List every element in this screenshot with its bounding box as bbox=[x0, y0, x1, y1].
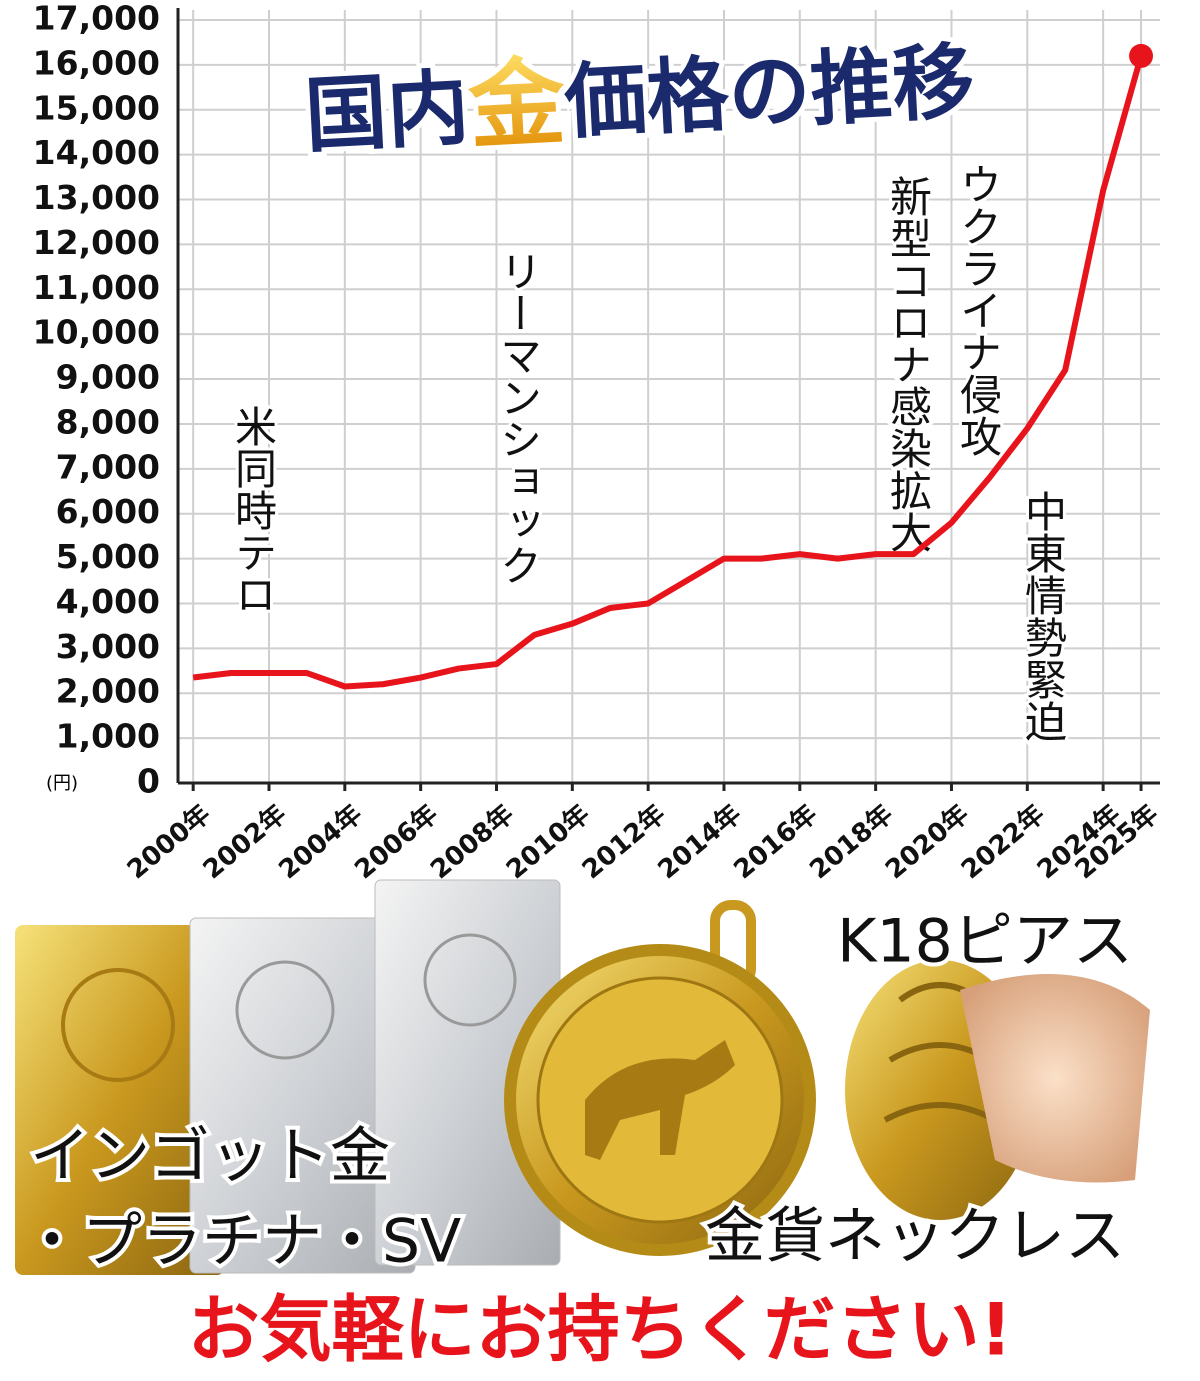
gold-bar-stamp bbox=[61, 968, 175, 1082]
product-label: 金貨ネックレス bbox=[705, 1202, 1125, 1272]
end-point bbox=[1129, 43, 1154, 68]
product-images bbox=[15, 879, 1150, 1275]
title-part: 国内 bbox=[303, 61, 472, 164]
annotation: 新型コロナ感染拡大 bbox=[884, 175, 933, 553]
y-tick-label: 1,000 bbox=[56, 717, 160, 756]
chart: 0 1,000 2,000 3,000 4,000 5,000 6,000 7,000 8,00… bbox=[33, 0, 1165, 885]
title-part: 価格の推移 bbox=[561, 35, 976, 151]
y-tick-label: 17,000 bbox=[33, 0, 160, 38]
y-tick-label: 14,000 bbox=[33, 133, 160, 172]
x-tick-label: 2014年 bbox=[652, 798, 747, 885]
annotation: リーマンショック bbox=[494, 250, 543, 586]
x-tick-label: 2002年 bbox=[197, 798, 292, 885]
y-tick-label: 7,000 bbox=[56, 447, 160, 486]
y-tick-label: 12,000 bbox=[33, 223, 160, 262]
labels: インゴット金 ・プラチナ・SV K18ピアス 金貨ネックレス お気軽にお持ちくだ… bbox=[18, 903, 1137, 1376]
product-label: K18ピアス bbox=[837, 907, 1133, 977]
price-line bbox=[192, 55, 1144, 690]
y-tick-label: 15,000 bbox=[33, 88, 160, 127]
y-tick-label: 4,000 bbox=[56, 582, 160, 621]
annotation: ウクライナ侵攻 bbox=[954, 163, 1003, 457]
product-label: ・プラチナ・SV bbox=[22, 1207, 461, 1277]
x-tick-label: 2016年 bbox=[728, 798, 823, 885]
product-label: インゴット金 bbox=[30, 1122, 390, 1192]
x-tick-label: 2022年 bbox=[955, 798, 1050, 885]
y-tick-label: 16,000 bbox=[33, 43, 160, 82]
x-tick-label: 2012年 bbox=[576, 798, 671, 885]
y-tick-label: 3,000 bbox=[56, 627, 160, 666]
earring-pink bbox=[960, 974, 1150, 1183]
platinum-bar-stamp bbox=[235, 960, 335, 1060]
title-part: 金 bbox=[465, 46, 569, 163]
x-tick-label: 2018年 bbox=[804, 798, 899, 885]
x-tick-label: 2000年 bbox=[121, 798, 216, 885]
y-unit: (円) bbox=[46, 773, 78, 794]
y-tick-label: 13,000 bbox=[33, 178, 160, 217]
x-tick-label: 2006年 bbox=[349, 798, 444, 885]
y-tick-label: 6,000 bbox=[56, 492, 160, 531]
x-tick-label: 2010年 bbox=[500, 798, 595, 885]
y-tick-label: 10,000 bbox=[33, 313, 160, 352]
x-tick-label: 2008年 bbox=[425, 798, 520, 885]
y-tick-label: 2,000 bbox=[56, 672, 160, 711]
banner: お気軽にお持ちください! bbox=[188, 1288, 1013, 1372]
x-tick-label: 2004年 bbox=[273, 798, 368, 885]
y-tick-label: 5,000 bbox=[56, 537, 160, 576]
silver-bar-stamp bbox=[423, 933, 517, 1027]
coin-horse bbox=[585, 1040, 735, 1160]
x-tick-label: 2020年 bbox=[880, 798, 975, 885]
annotation: 中東情勢緊迫 bbox=[1019, 490, 1068, 742]
y-tick-label: 9,000 bbox=[56, 358, 160, 397]
y-tick-label: 8,000 bbox=[56, 402, 160, 441]
y-tick-label: 11,000 bbox=[33, 268, 160, 307]
annotation: 米同時テロ bbox=[229, 405, 278, 615]
y-tick-label: 0 bbox=[137, 762, 160, 801]
